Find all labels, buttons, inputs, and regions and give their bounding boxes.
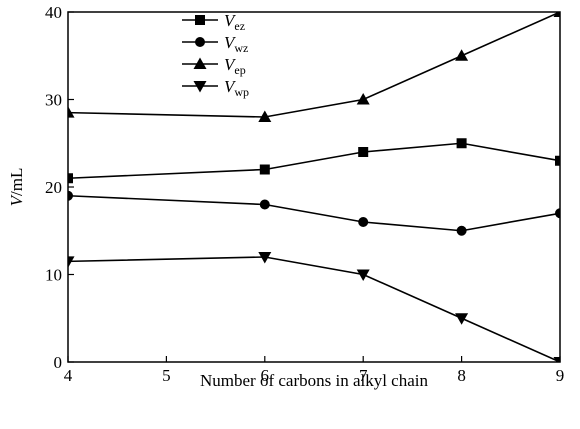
data-point-wz <box>68 190 73 201</box>
data-point-wz <box>456 225 467 236</box>
series-wp <box>68 252 560 362</box>
legend-entry-wp: Vwp <box>182 77 249 99</box>
data-point-ep <box>68 106 75 118</box>
legend-label-var: V <box>224 33 237 52</box>
series-line-ez <box>68 142 560 180</box>
axis-ticks: 4 5 6 7 8 9 0 10 20 30 40 <box>45 3 564 385</box>
data-point-wp <box>258 252 272 264</box>
legend-label: Vep <box>224 55 246 77</box>
legend-label-sub: ez <box>234 19 245 33</box>
y-axis-label: V/mL <box>7 168 26 207</box>
legend-label: Vwp <box>224 77 249 99</box>
y-tick-label: 30 <box>45 91 62 110</box>
legend-marker <box>193 57 207 69</box>
y-tick-label: 40 <box>45 3 62 22</box>
y-tick-label: 20 <box>45 178 62 197</box>
legend-label-var: V <box>224 11 237 30</box>
legend-marker <box>193 81 207 93</box>
data-point-wp <box>455 313 469 325</box>
data-point-ez <box>358 147 369 157</box>
legend-label-sub: ep <box>234 63 245 77</box>
x-tick-label: 5 <box>162 366 171 385</box>
legend-entry-wz: Vwz <box>182 33 248 55</box>
y-axis-label-unit: /mL <box>7 168 26 196</box>
legend-entry-ez: Vez <box>182 11 245 33</box>
legend-marker <box>195 15 205 25</box>
data-point-wz <box>358 217 369 227</box>
series-ez <box>68 138 560 184</box>
plot-marks <box>68 12 560 362</box>
series-ep <box>68 12 560 122</box>
x-tick-label: 9 <box>556 366 565 385</box>
legend-label-var: V <box>224 77 237 96</box>
series-line-wz <box>68 194 560 232</box>
data-point-wz <box>555 208 560 219</box>
data-point-ep <box>356 93 370 105</box>
data-point-ez <box>555 155 560 166</box>
x-tick-label: 8 <box>457 366 466 385</box>
data-point-ez <box>68 173 73 184</box>
x-axis-label: Number of carbons in alkyl chain <box>200 371 429 390</box>
data-point-wp <box>553 357 560 362</box>
legend-label-var: V <box>224 55 237 74</box>
x-tick-label: 6 <box>261 366 270 385</box>
series-line-wp <box>68 256 560 362</box>
legend-label-sub: wp <box>234 85 249 99</box>
data-point-wp <box>68 256 75 268</box>
series-wz <box>68 190 560 236</box>
data-point-ep <box>258 110 272 122</box>
data-point-ep <box>455 49 469 61</box>
legend-marker <box>195 37 205 47</box>
x-tick-label: 7 <box>359 366 368 385</box>
data-point-ez <box>259 164 270 175</box>
data-point-wz <box>259 199 270 210</box>
y-axis-label-var: V <box>7 193 26 206</box>
legend-label: Vez <box>224 11 245 33</box>
legend-label: Vwz <box>224 33 248 55</box>
series-line-ep <box>68 12 560 118</box>
data-point-ez <box>456 138 467 149</box>
plot-frame <box>67 11 561 363</box>
legend-label-sub: wz <box>234 41 248 55</box>
legend-entry-ep: Vep <box>182 55 246 77</box>
y-tick-label: 0 <box>54 353 63 372</box>
data-point-ep <box>553 12 560 17</box>
x-tick-label: 4 <box>64 366 73 385</box>
data-point-wp <box>356 269 370 281</box>
y-tick-label: 10 <box>45 266 62 285</box>
